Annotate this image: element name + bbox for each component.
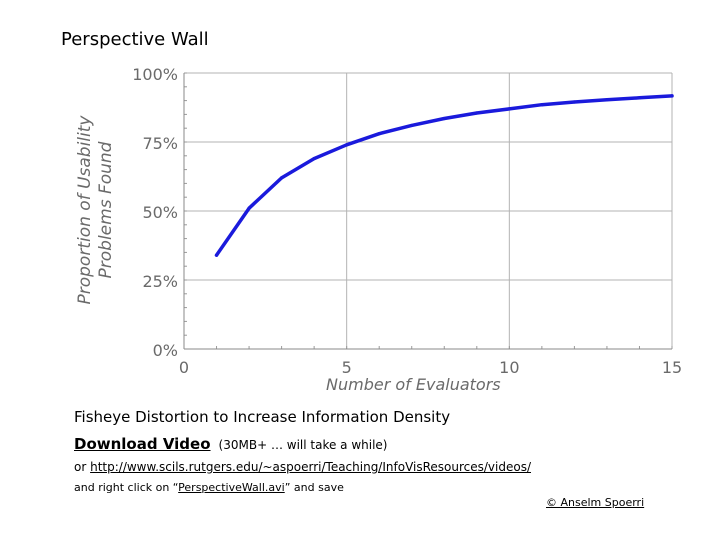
y-axis-label: Proportion of Usability Problems Found <box>75 115 116 305</box>
x-axis-label: Number of Evaluators <box>326 375 501 394</box>
download-video-link[interactable]: Download Video <box>74 435 211 453</box>
data-point <box>377 132 381 136</box>
or-text: or <box>74 460 91 474</box>
data-point <box>475 111 479 115</box>
data-point <box>214 253 219 257</box>
y-tick-label: 25% <box>142 272 178 291</box>
data-point <box>605 98 609 102</box>
data-point <box>345 143 349 147</box>
data-point <box>572 100 577 104</box>
tick-labels: 0% 25% 50% 75% 100% 0 5 10 15 <box>132 65 682 377</box>
x-tick-label: 5 <box>342 358 352 377</box>
data-point <box>507 107 511 111</box>
x-tick-label: 0 <box>179 358 189 377</box>
instruction-suffix: ” and save <box>284 481 344 494</box>
data-point <box>280 176 284 180</box>
data-point <box>312 156 316 161</box>
subtitle-emphasis: Fisheye Distortion <box>74 408 209 426</box>
author-credit: © Anselm Spoerri <box>546 496 645 509</box>
data-point <box>637 96 642 100</box>
data-point <box>410 123 414 128</box>
slide-title: Perspective Wall <box>61 29 209 50</box>
series-layer <box>214 94 674 257</box>
x-tick-label: 10 <box>499 358 519 377</box>
y-tick-label: 50% <box>142 203 178 222</box>
instruction-prefix: and right click on “ <box>74 481 179 494</box>
data-point <box>247 206 251 210</box>
grid <box>184 72 673 349</box>
download-note: (30MB+ … will take a while) <box>218 438 388 452</box>
video-folder-link[interactable]: http://www.scils.rutgers.edu/~aspoerri/T… <box>90 460 531 474</box>
url-line: or http://www.scils.rutgers.edu/~aspoerr… <box>74 460 531 474</box>
y-tick-label: 75% <box>142 134 178 153</box>
usability-chart: 0% 25% 50% 75% 100% 0 5 10 15 <box>132 65 682 377</box>
subtitle-rest: to Increase Information Density <box>208 408 451 426</box>
y-tick-label: 0% <box>153 341 178 360</box>
axes <box>183 73 672 350</box>
x-tick-label: 15 <box>662 358 682 377</box>
data-point <box>540 103 544 107</box>
subtitle: Fisheye Distortion to Increase Informati… <box>74 408 450 426</box>
download-line: Download Video (30MB+ … will take a while… <box>74 435 387 453</box>
save-instructions: and right click on “PerspectiveWall.avi”… <box>74 481 344 494</box>
y-tick-label: 100% <box>132 65 178 84</box>
data-point <box>670 94 674 98</box>
video-filename: PerspectiveWall.avi <box>178 481 285 494</box>
data-point <box>442 116 446 121</box>
